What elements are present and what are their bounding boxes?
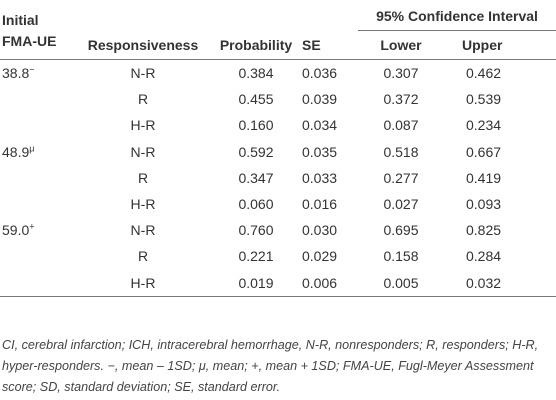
cell-responsiveness: R xyxy=(137,248,149,265)
cell-initial-fma-ue xyxy=(0,112,76,138)
cell-se: 0.036 xyxy=(302,65,338,82)
cell-probability: 0.592 xyxy=(238,143,274,160)
cell-se: 0.039 xyxy=(302,91,338,108)
cell-initial-fma-ue: 38.8− xyxy=(0,60,76,87)
cell-probability: 0.384 xyxy=(238,65,274,82)
group-marker: + xyxy=(29,221,35,232)
cell-probability: 0.019 xyxy=(238,274,274,291)
table-row: R 0.221 0.029 0.158 0.284 xyxy=(0,243,556,269)
cell-ci-lower: 0.027 xyxy=(383,196,419,213)
cell-initial-fma-ue xyxy=(0,191,76,217)
cell-ci-upper: 0.093 xyxy=(466,196,502,213)
group-marker: − xyxy=(29,64,35,75)
cell-se: 0.030 xyxy=(302,222,338,239)
cell-se: 0.034 xyxy=(302,117,338,134)
cell-probability: 0.160 xyxy=(238,117,274,134)
cell-ci-lower: 0.695 xyxy=(383,222,419,239)
cell-ci-upper: 0.419 xyxy=(466,169,502,186)
header-probability: Probability xyxy=(219,37,293,53)
cell-ci-upper: 0.234 xyxy=(466,117,502,134)
cell-responsiveness: H-R xyxy=(130,274,156,291)
cell-ci-lower: 0.005 xyxy=(383,274,419,291)
cell-responsiveness: N-R xyxy=(130,222,156,239)
cell-ci-upper: 0.539 xyxy=(466,91,502,108)
header-lower: Lower xyxy=(380,37,422,53)
cell-probability: 0.221 xyxy=(238,248,274,265)
cell-se: 0.033 xyxy=(302,169,338,186)
table-row: 59.0+ N-R 0.760 0.030 0.695 0.825 xyxy=(0,217,556,243)
cell-ci-upper: 0.462 xyxy=(466,65,502,82)
table-header: Initial FMA-UE Responsiveness Probabilit… xyxy=(0,2,556,60)
header-initial-fma-ue: Initial FMA-UE xyxy=(0,2,76,60)
cell-probability: 0.760 xyxy=(238,222,274,239)
header-upper: Upper xyxy=(462,37,503,53)
cell-ci-lower: 0.518 xyxy=(383,143,419,160)
cell-probability: 0.060 xyxy=(238,196,274,213)
cell-se: 0.006 xyxy=(302,274,338,291)
cell-ci-upper: 0.284 xyxy=(466,248,502,265)
cell-initial-fma-ue xyxy=(0,270,76,297)
group-value: 59.0 xyxy=(2,222,30,239)
cell-ci-lower: 0.158 xyxy=(383,248,419,265)
table-row: R 0.347 0.033 0.277 0.419 xyxy=(0,165,556,191)
table-footnote: CI, cerebral infarction; ICH, intracereb… xyxy=(2,338,539,394)
cell-initial-fma-ue xyxy=(0,165,76,191)
table-row: H-R 0.160 0.034 0.087 0.234 xyxy=(0,112,556,138)
cell-ci-lower: 0.277 xyxy=(383,169,419,186)
cell-ci-upper: 0.667 xyxy=(466,143,502,160)
table-row: H-R 0.060 0.016 0.027 0.093 xyxy=(0,191,556,217)
cell-responsiveness: H-R xyxy=(130,117,156,134)
cell-initial-fma-ue xyxy=(0,86,76,112)
cell-ci-upper: 0.825 xyxy=(466,222,502,239)
header-confidence-interval: 95% Confidence Interval xyxy=(358,2,556,31)
table-row: 48.9μ N-R 0.592 0.035 0.518 0.667 xyxy=(0,139,556,165)
cell-initial-fma-ue xyxy=(0,243,76,269)
cell-ci-upper: 0.032 xyxy=(466,274,502,291)
cell-responsiveness: N-R xyxy=(130,65,156,82)
group-marker: μ xyxy=(29,143,35,153)
cell-responsiveness: R xyxy=(137,91,149,108)
header-responsiveness: Responsiveness xyxy=(87,37,199,53)
header-initial-line1: Initial xyxy=(2,11,39,28)
header-initial-line2: FMA-UE xyxy=(2,32,57,49)
table-body: 38.8− N-R 0.384 0.036 0.307 0.462 R 0.455 0.039 0… xyxy=(0,60,556,297)
cell-responsiveness: R xyxy=(137,169,149,186)
cell-ci-lower: 0.372 xyxy=(383,91,419,108)
cell-initial-fma-ue: 59.0+ xyxy=(0,217,76,243)
cell-responsiveness: N-R xyxy=(130,143,156,160)
cell-initial-fma-ue: 48.9μ xyxy=(0,139,76,165)
cell-probability: 0.455 xyxy=(238,91,274,108)
header-se: SE xyxy=(302,37,321,53)
cell-probability: 0.347 xyxy=(238,169,274,186)
table-row: 38.8− N-R 0.384 0.036 0.307 0.462 xyxy=(0,60,556,87)
cell-se: 0.035 xyxy=(302,143,338,160)
group-value: 48.9 xyxy=(2,143,30,160)
cell-se: 0.016 xyxy=(302,196,338,213)
cell-se: 0.029 xyxy=(302,248,338,265)
cell-ci-lower: 0.087 xyxy=(383,117,419,134)
table-row: H-R 0.019 0.006 0.005 0.032 xyxy=(0,270,556,297)
cell-ci-lower: 0.307 xyxy=(383,65,419,82)
table-row: R 0.455 0.039 0.372 0.539 xyxy=(0,86,556,112)
results-table: Initial FMA-UE Responsiveness Probabilit… xyxy=(0,2,556,297)
group-value: 38.8 xyxy=(2,65,30,82)
cell-responsiveness: H-R xyxy=(130,196,156,213)
